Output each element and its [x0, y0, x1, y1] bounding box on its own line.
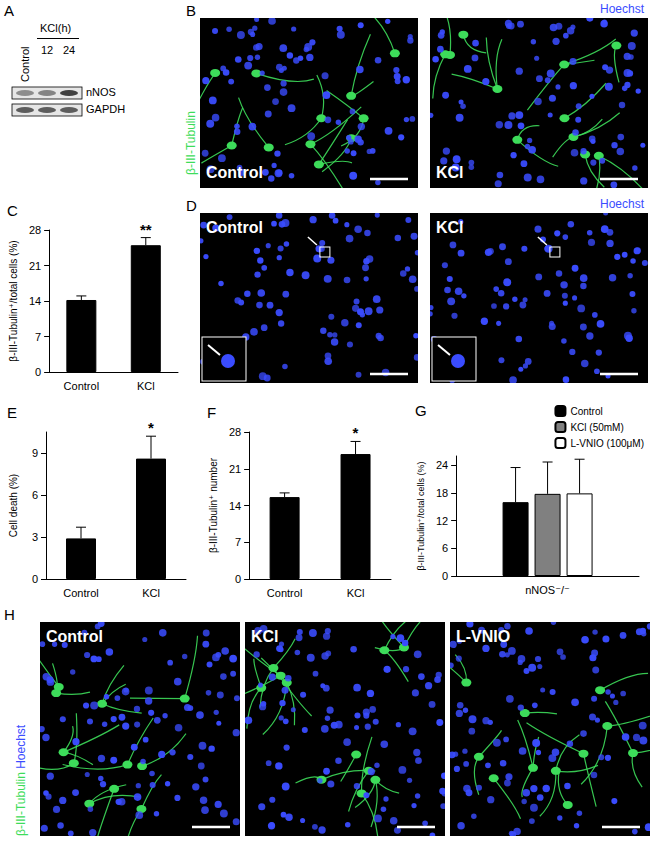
svg-text:18: 18	[436, 487, 448, 499]
html-text:Hoechst: Hoechst	[600, 2, 644, 16]
svg-text:KCl: KCl	[436, 219, 464, 236]
svg-text:Control: Control	[64, 380, 99, 392]
html-text:Hoechst: Hoechst	[600, 197, 644, 211]
html-text:Control: Control	[19, 46, 31, 82]
svg-text:*: *	[148, 419, 154, 436]
svg-text:0: 0	[32, 573, 38, 585]
svg-text:Control: Control	[46, 628, 103, 645]
svg-text:3: 3	[32, 531, 38, 543]
svg-text:28: 28	[229, 426, 241, 438]
svg-text:KCl: KCl	[142, 587, 160, 599]
svg-text:KCl: KCl	[251, 628, 279, 645]
svg-text:14: 14	[29, 295, 41, 307]
html-text:B: B	[186, 2, 196, 19]
svg-text:21: 21	[29, 260, 41, 272]
html-text:nNOS: nNOS	[86, 86, 116, 98]
html-text:β-III-Tubulin: β-III-Tubulin	[184, 111, 198, 175]
svg-text:KCl: KCl	[347, 587, 365, 599]
svg-text:β-III-Tubulin⁺ number: β-III-Tubulin⁺ number	[208, 457, 219, 553]
svg-text:Control: Control	[206, 219, 263, 236]
svg-text:Control: Control	[570, 406, 602, 417]
svg-text:0: 0	[442, 570, 448, 582]
svg-text:KCl (50mM): KCl (50mM)	[570, 422, 623, 433]
svg-text:L-VNIO (100μM): L-VNIO (100μM)	[570, 438, 644, 449]
svg-text:14: 14	[229, 500, 241, 512]
svg-text:**: **	[140, 221, 152, 238]
svg-text:nNOS⁻/⁻: nNOS⁻/⁻	[525, 584, 570, 596]
html-text:D: D	[186, 197, 197, 214]
svg-text:12: 12	[436, 515, 448, 527]
svg-text:0: 0	[235, 573, 241, 585]
svg-text:Control: Control	[267, 587, 302, 599]
svg-text:0: 0	[35, 366, 41, 378]
svg-text:Control: Control	[206, 164, 263, 181]
svg-text:21: 21	[229, 463, 241, 475]
svg-text:9: 9	[32, 447, 38, 459]
html-text:A: A	[4, 2, 14, 19]
svg-text:C: C	[7, 202, 18, 219]
html-text:12: 12	[41, 44, 54, 56]
html-text:H: H	[4, 606, 15, 623]
svg-text:7: 7	[35, 331, 41, 343]
html-text:β-III-Tubulin: β-III-Tubulin	[14, 772, 28, 836]
svg-text:G: G	[415, 402, 427, 419]
html-text:Hoechst: Hoechst	[14, 724, 28, 773]
html-text:KCl(h): KCl(h)	[40, 22, 72, 34]
svg-text:28: 28	[29, 224, 41, 236]
svg-text:Cell death (%): Cell death (%)	[8, 474, 19, 537]
svg-text:β-III-Tubulin⁺/total cells (%): β-III-Tubulin⁺/total cells (%)	[8, 240, 19, 361]
html-text:24: 24	[63, 44, 76, 56]
svg-text:F: F	[207, 404, 216, 421]
svg-text:6: 6	[442, 542, 448, 554]
svg-text:L-VNIO: L-VNIO	[456, 628, 510, 645]
svg-text:6: 6	[32, 489, 38, 501]
svg-text:Control: Control	[63, 587, 98, 599]
svg-text:*: *	[353, 424, 359, 441]
svg-text:E: E	[7, 404, 17, 421]
svg-text:24: 24	[436, 459, 448, 471]
svg-text:7: 7	[235, 536, 241, 548]
svg-text:β-III-Tubulin⁺/total cells (%): β-III-Tubulin⁺/total cells (%)	[416, 461, 426, 570]
svg-text:KCl: KCl	[436, 164, 464, 181]
svg-text:KCl: KCl	[137, 380, 155, 392]
html-text:GAPDH: GAPDH	[86, 103, 126, 115]
